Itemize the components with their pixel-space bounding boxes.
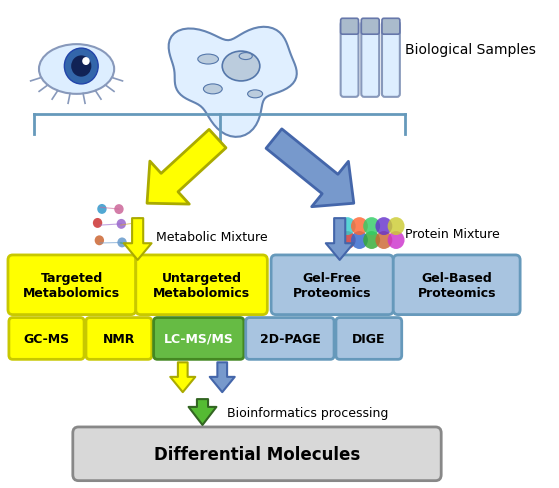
Ellipse shape xyxy=(198,55,219,65)
FancyBboxPatch shape xyxy=(361,19,379,35)
FancyBboxPatch shape xyxy=(246,318,334,360)
Circle shape xyxy=(387,232,405,249)
Circle shape xyxy=(351,218,368,236)
Circle shape xyxy=(376,218,392,236)
Circle shape xyxy=(363,218,380,236)
Text: Differential Molecules: Differential Molecules xyxy=(154,445,360,463)
FancyBboxPatch shape xyxy=(73,427,441,481)
Circle shape xyxy=(387,218,405,236)
FancyBboxPatch shape xyxy=(336,318,402,360)
FancyBboxPatch shape xyxy=(9,318,84,360)
Text: Untargeted
Metabolomics: Untargeted Metabolomics xyxy=(153,271,250,299)
FancyBboxPatch shape xyxy=(382,19,400,35)
Text: DIGE: DIGE xyxy=(352,332,386,345)
Text: Protein Mixture: Protein Mixture xyxy=(405,227,500,240)
Circle shape xyxy=(93,219,102,228)
FancyBboxPatch shape xyxy=(8,255,136,315)
FancyBboxPatch shape xyxy=(136,255,267,315)
Circle shape xyxy=(363,232,380,249)
FancyBboxPatch shape xyxy=(361,22,379,98)
Text: Biological Samples: Biological Samples xyxy=(405,43,536,57)
Text: Gel-Free
Proteomics: Gel-Free Proteomics xyxy=(293,271,371,299)
Text: Bioinformatics processing: Bioinformatics processing xyxy=(227,406,389,419)
Circle shape xyxy=(72,57,91,77)
Circle shape xyxy=(117,238,127,248)
FancyBboxPatch shape xyxy=(154,318,244,360)
Ellipse shape xyxy=(222,52,260,82)
Circle shape xyxy=(97,204,107,214)
Ellipse shape xyxy=(239,54,252,61)
Polygon shape xyxy=(169,28,297,138)
Circle shape xyxy=(339,218,356,236)
Ellipse shape xyxy=(39,45,114,95)
FancyBboxPatch shape xyxy=(340,22,358,98)
Circle shape xyxy=(64,49,98,85)
Text: 2D-PAGE: 2D-PAGE xyxy=(259,332,320,345)
Text: Metabolic Mixture: Metabolic Mixture xyxy=(157,230,268,243)
Circle shape xyxy=(339,232,356,249)
Text: LC-MS/MS: LC-MS/MS xyxy=(164,332,234,345)
Text: Gel-Based
Proteomics: Gel-Based Proteomics xyxy=(418,271,496,299)
FancyBboxPatch shape xyxy=(394,255,520,315)
Ellipse shape xyxy=(248,91,263,99)
Text: GC-MS: GC-MS xyxy=(23,332,69,345)
Text: Targeted
Metabolomics: Targeted Metabolomics xyxy=(23,271,120,299)
Circle shape xyxy=(135,241,144,250)
FancyBboxPatch shape xyxy=(340,19,358,35)
Ellipse shape xyxy=(203,85,222,95)
Circle shape xyxy=(117,220,126,229)
Circle shape xyxy=(114,204,124,215)
FancyBboxPatch shape xyxy=(86,318,151,360)
FancyBboxPatch shape xyxy=(271,255,394,315)
Circle shape xyxy=(134,218,144,228)
Circle shape xyxy=(351,232,368,249)
Text: NMR: NMR xyxy=(103,332,135,345)
Circle shape xyxy=(376,232,392,249)
Circle shape xyxy=(94,236,104,246)
Circle shape xyxy=(82,58,90,66)
FancyBboxPatch shape xyxy=(382,22,400,98)
